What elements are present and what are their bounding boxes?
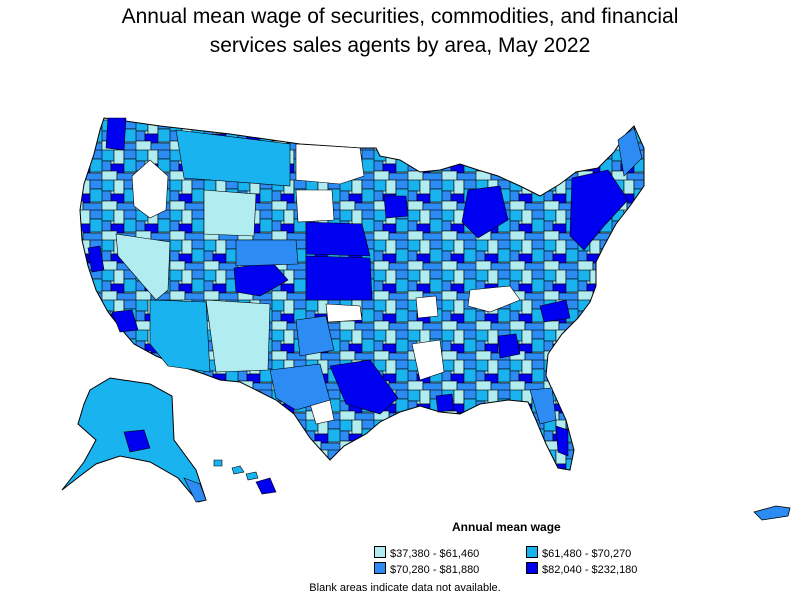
region-san-francisco [87,245,105,273]
region-arizona [149,299,211,373]
alaska-southeast [183,477,207,503]
region-los-angeles [111,309,139,333]
blank-area-south-dakota [295,189,335,223]
region-montana [175,129,291,187]
blank-area-mississippi [411,339,445,381]
region-west-texas [269,363,331,411]
hawaii [213,459,277,495]
region-seattle [105,117,127,151]
legend-swatch-1 [374,546,386,558]
region-maine [617,127,643,177]
legend-item-2: $61,480 - $70,270 [526,546,631,561]
legend-item-4: $82,040 - $232,180 [526,562,637,577]
legend-swatch-2 [526,546,538,558]
legend-label-2: $61,480 - $70,270 [542,548,632,560]
legend-label-1: $37,380 - $61,460 [390,548,480,560]
legend-swatch-3 [374,562,386,574]
map-title-line-1: Annual mean wage of securities, commodit… [121,5,679,28]
legend-item-3: $70,280 - $81,880 [374,562,479,577]
blank-area-oklahoma [325,303,363,323]
region-new-mexico [205,299,271,373]
region-north-carolina [539,299,571,323]
region-south-florida [555,425,569,457]
region-wyoming [203,189,257,237]
region-nebraska [305,221,371,257]
map-title: Annual mean wage of securities, commodit… [0,2,800,60]
map-title-line-2: services sales agents by area, May 2022 [209,34,591,57]
alaska-anchorage [123,429,151,453]
region-kansas [305,255,373,301]
data-availability-note: Blank areas indicate data not available. [309,582,501,594]
legend-label-4: $82,040 - $232,180 [542,564,638,576]
region-nevada [115,233,171,301]
blank-area-missouri [415,295,439,319]
region-dallas-houston [329,359,399,415]
region-oklahoma [295,315,335,357]
region-michigan-chicago [461,185,509,239]
region-northeast-corridor [569,169,629,251]
region-north-florida [529,387,557,425]
blank-area-idaho [131,159,169,219]
blank-area-kentucky [467,285,521,313]
legend-label-3: $70,280 - $81,880 [390,564,480,576]
puerto-rico [753,505,791,521]
region-minneapolis [383,195,409,219]
legend-title: Annual mean wage [452,520,561,534]
region-new-orleans [435,393,455,413]
region-atlanta [497,333,521,359]
blank-area-dakotas [295,143,365,185]
legend-item-1: $37,380 - $61,460 [374,546,479,561]
region-colorado [235,239,299,267]
legend-swatch-4 [526,562,538,574]
